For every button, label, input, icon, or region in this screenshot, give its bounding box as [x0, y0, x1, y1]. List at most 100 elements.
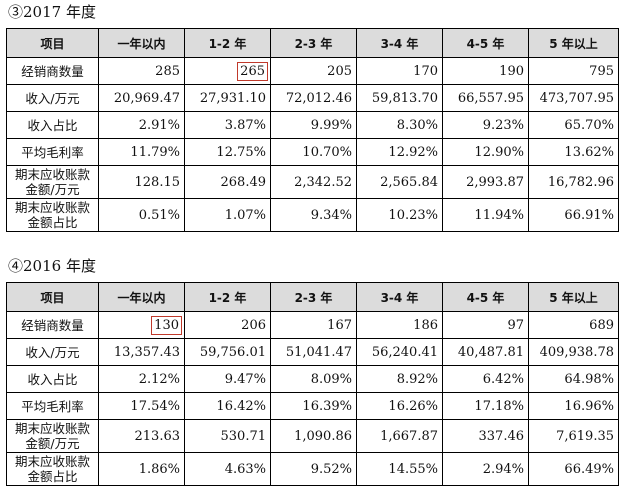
cell: 14.55%: [356, 452, 443, 486]
cell: 97: [442, 311, 529, 339]
cell: 13,357.43: [98, 338, 185, 366]
section-title-2016: ④2016 年度: [8, 257, 96, 275]
cell: 66.91%: [528, 198, 619, 232]
cell: 1,090.86: [270, 419, 357, 453]
header-item: 项目: [6, 282, 99, 312]
section-title-2017: ③2017 年度: [8, 3, 96, 21]
cell: 17.54%: [98, 392, 185, 420]
cell: 40,487.81: [442, 338, 529, 366]
cell: 285: [98, 57, 185, 85]
row-label: 收入/万元: [6, 338, 99, 366]
cell: 17.18%: [442, 392, 529, 420]
table-2016: 项目 一年以内 1-2 年 2-3 年 3-4 年 4-5 年 5 年以上 经销…: [6, 282, 619, 486]
cell: 186: [356, 311, 443, 339]
header-1-2y: 1-2 年: [184, 282, 271, 312]
header-3-4y: 3-4 年: [356, 282, 443, 312]
cell: 167: [270, 311, 357, 339]
cell: 66.49%: [528, 452, 619, 486]
cell: 51,041.47: [270, 338, 357, 366]
cell: 16,782.96: [528, 165, 619, 199]
row-label: 期末应收账款金额占比: [6, 452, 99, 486]
cell: 206: [184, 311, 271, 339]
cell: 9.47%: [184, 365, 271, 393]
cell: 16.96%: [528, 392, 619, 420]
cell: 16.26%: [356, 392, 443, 420]
cell: 65.70%: [528, 111, 619, 139]
cell: 9.34%: [270, 198, 357, 232]
cell: 130: [98, 311, 185, 339]
highlighted-value: 265: [237, 61, 268, 81]
cell: 1,667.87: [356, 419, 443, 453]
row-label: 期末应收账款金额/万元: [6, 165, 99, 199]
row-label: 收入占比: [6, 365, 99, 393]
cell: 265: [184, 57, 271, 85]
cell: 59,813.70: [356, 84, 443, 112]
cell: 473,707.95: [528, 84, 619, 112]
cell: 337.46: [442, 419, 529, 453]
row-label: 经销商数量: [6, 57, 99, 85]
table-header-row: 项目 一年以内 1-2 年 2-3 年 3-4 年 4-5 年 5 年以上: [6, 28, 619, 58]
row-label: 期末应收账款金额占比: [6, 198, 99, 232]
cell: 13.62%: [528, 138, 619, 166]
table-row: 期末应收账款金额占比 0.51% 1.07% 9.34% 10.23% 11.9…: [6, 198, 619, 232]
table-row: 期末应收账款金额占比 1.86% 4.63% 9.52% 14.55% 2.94…: [6, 452, 619, 486]
header-4-5y: 4-5 年: [442, 28, 529, 58]
cell: 2,565.84: [356, 165, 443, 199]
header-2-3y: 2-3 年: [270, 282, 357, 312]
cell: 16.39%: [270, 392, 357, 420]
cell: 2.12%: [98, 365, 185, 393]
cell: 66,557.95: [442, 84, 529, 112]
cell: 1.86%: [98, 452, 185, 486]
header-over-5y: 5 年以上: [528, 28, 619, 58]
header-within-1y: 一年以内: [98, 28, 185, 58]
header-within-1y: 一年以内: [98, 282, 185, 312]
cell: 409,938.78: [528, 338, 619, 366]
cell: 3.87%: [184, 111, 271, 139]
row-label: 收入/万元: [6, 84, 99, 112]
cell: 7,619.35: [528, 419, 619, 453]
cell: 9.99%: [270, 111, 357, 139]
cell: 64.98%: [528, 365, 619, 393]
cell: 56,240.41: [356, 338, 443, 366]
table-row: 期末应收账款金额/万元 128.15 268.49 2,342.52 2,565…: [6, 165, 619, 199]
table-2017: 项目 一年以内 1-2 年 2-3 年 3-4 年 4-5 年 5 年以上 经销…: [6, 28, 619, 232]
row-label: 平均毛利率: [6, 138, 99, 166]
cell: 8.30%: [356, 111, 443, 139]
highlighted-value: 130: [151, 315, 182, 335]
table-header-row: 项目 一年以内 1-2 年 2-3 年 3-4 年 4-5 年 5 年以上: [6, 282, 619, 312]
header-1-2y: 1-2 年: [184, 28, 271, 58]
row-label: 期末应收账款金额/万元: [6, 419, 99, 453]
cell: 27,931.10: [184, 84, 271, 112]
cell: 6.42%: [442, 365, 529, 393]
table-row: 经销商数量 285 265 205 170 190 795: [6, 57, 619, 85]
cell: 8.09%: [270, 365, 357, 393]
table-row: 收入占比 2.12% 9.47% 8.09% 8.92% 6.42% 64.98…: [6, 365, 619, 393]
cell: 10.23%: [356, 198, 443, 232]
header-2-3y: 2-3 年: [270, 28, 357, 58]
cell: 11.79%: [98, 138, 185, 166]
cell: 795: [528, 57, 619, 85]
cell: 2.91%: [98, 111, 185, 139]
table-row: 期末应收账款金额/万元 213.63 530.71 1,090.86 1,667…: [6, 419, 619, 453]
table-row: 平均毛利率 11.79% 12.75% 10.70% 12.92% 12.90%…: [6, 138, 619, 166]
cell: 59,756.01: [184, 338, 271, 366]
table-row: 收入/万元 13,357.43 59,756.01 51,041.47 56,2…: [6, 338, 619, 366]
cell: 205: [270, 57, 357, 85]
row-label: 经销商数量: [6, 311, 99, 339]
header-3-4y: 3-4 年: [356, 28, 443, 58]
cell: 10.70%: [270, 138, 357, 166]
cell: 12.75%: [184, 138, 271, 166]
cell: 12.90%: [442, 138, 529, 166]
cell: 2,993.87: [442, 165, 529, 199]
cell: 128.15: [98, 165, 185, 199]
header-4-5y: 4-5 年: [442, 282, 529, 312]
header-item: 项目: [6, 28, 99, 58]
cell: 0.51%: [98, 198, 185, 232]
cell: 213.63: [98, 419, 185, 453]
table-row: 经销商数量 130 206 167 186 97 689: [6, 311, 619, 339]
cell: 268.49: [184, 165, 271, 199]
cell: 190: [442, 57, 529, 85]
cell: 9.52%: [270, 452, 357, 486]
row-label: 平均毛利率: [6, 392, 99, 420]
table-row: 平均毛利率 17.54% 16.42% 16.39% 16.26% 17.18%…: [6, 392, 619, 420]
